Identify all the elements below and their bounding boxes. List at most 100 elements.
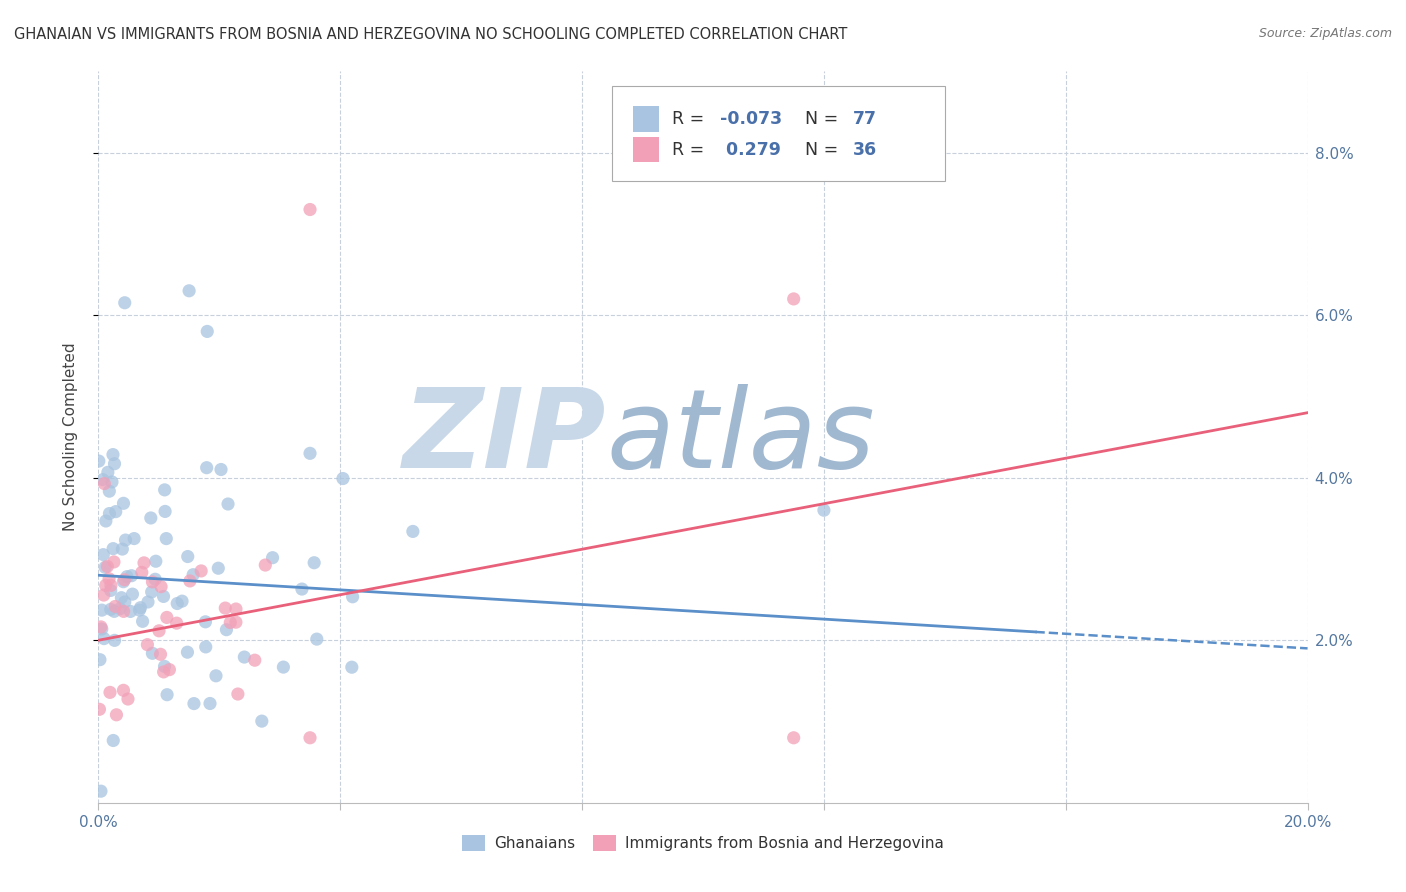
Point xyxy=(190,564,212,578)
Point xyxy=(243,653,266,667)
Point xyxy=(98,572,121,586)
Point xyxy=(98,685,121,699)
Point xyxy=(129,600,152,615)
Point xyxy=(143,572,166,586)
Point xyxy=(90,620,112,634)
Point xyxy=(402,524,425,539)
Point xyxy=(813,503,835,517)
Point xyxy=(110,591,132,605)
Point xyxy=(100,583,122,598)
Point xyxy=(101,475,124,489)
Point xyxy=(131,615,153,629)
Point xyxy=(141,585,163,599)
Point xyxy=(98,507,121,521)
Point xyxy=(94,578,117,592)
Point xyxy=(91,548,114,562)
Point xyxy=(111,542,134,557)
Point xyxy=(122,532,145,546)
Text: GHANAIAN VS IMMIGRANTS FROM BOSNIA AND HERZEGOVINA NO SCHOOLING COMPLETED CORREL: GHANAIAN VS IMMIGRANTS FROM BOSNIA AND H… xyxy=(14,27,848,42)
Point xyxy=(141,574,163,589)
Point xyxy=(103,733,125,747)
Point xyxy=(101,448,124,462)
Text: Source: ZipAtlas.com: Source: ZipAtlas.com xyxy=(1258,27,1392,40)
Point xyxy=(93,632,115,646)
Point xyxy=(121,587,143,601)
Text: ZIP: ZIP xyxy=(402,384,606,491)
Point xyxy=(89,653,111,667)
Point xyxy=(194,615,217,629)
Point xyxy=(183,697,205,711)
Point xyxy=(153,659,176,673)
Point xyxy=(153,504,176,518)
Point xyxy=(783,292,806,306)
Point xyxy=(89,702,111,716)
Point xyxy=(155,532,177,546)
Text: atlas: atlas xyxy=(606,384,875,491)
Point xyxy=(254,558,277,572)
Point xyxy=(132,556,155,570)
Point xyxy=(215,623,238,637)
Point xyxy=(153,483,176,497)
Point xyxy=(112,604,135,618)
Point xyxy=(152,590,174,604)
Point xyxy=(225,615,247,630)
Point xyxy=(177,549,200,564)
Point xyxy=(91,473,114,487)
Point xyxy=(112,683,135,698)
Point xyxy=(219,615,242,630)
Point xyxy=(226,687,249,701)
Point xyxy=(291,582,314,596)
Text: R =: R = xyxy=(672,110,709,128)
Point xyxy=(207,561,229,575)
Point xyxy=(117,692,139,706)
Point xyxy=(87,454,110,468)
Point xyxy=(93,588,115,602)
Text: 36: 36 xyxy=(853,141,877,159)
Point xyxy=(93,476,115,491)
Text: 0.279: 0.279 xyxy=(720,141,780,159)
Point xyxy=(150,580,173,594)
Point xyxy=(195,460,218,475)
Point xyxy=(340,660,363,674)
Point xyxy=(114,295,136,310)
Point xyxy=(148,624,170,638)
Point xyxy=(149,648,172,662)
Point xyxy=(115,569,138,583)
Point xyxy=(112,573,135,587)
Point xyxy=(94,514,117,528)
Text: -0.073: -0.073 xyxy=(720,110,782,128)
Point xyxy=(136,595,159,609)
Point xyxy=(114,595,136,609)
Point xyxy=(139,511,162,525)
Point xyxy=(103,633,125,648)
Point xyxy=(90,603,112,617)
Point xyxy=(98,484,121,499)
Point xyxy=(179,284,201,298)
Point xyxy=(97,465,120,479)
Text: 77: 77 xyxy=(853,110,877,128)
Point xyxy=(170,594,193,608)
Point xyxy=(108,601,131,615)
Point xyxy=(141,646,163,660)
Point xyxy=(101,541,124,556)
Point xyxy=(120,604,142,618)
Point xyxy=(104,505,127,519)
Point xyxy=(195,325,218,339)
Text: R =: R = xyxy=(672,141,709,159)
Point xyxy=(194,640,217,654)
Text: N =: N = xyxy=(804,110,844,128)
Point xyxy=(205,669,228,683)
Point xyxy=(225,602,247,616)
Legend: Ghanaians, Immigrants from Bosnia and Herzegovina: Ghanaians, Immigrants from Bosnia and He… xyxy=(456,830,950,857)
Point xyxy=(166,597,188,611)
Point xyxy=(121,568,143,582)
Point xyxy=(100,602,122,616)
Point xyxy=(157,663,180,677)
Point xyxy=(90,622,112,636)
Point xyxy=(96,559,118,574)
Point xyxy=(262,550,284,565)
Point xyxy=(783,731,806,745)
Point xyxy=(305,632,328,647)
Point xyxy=(342,590,364,604)
Point xyxy=(112,496,135,510)
